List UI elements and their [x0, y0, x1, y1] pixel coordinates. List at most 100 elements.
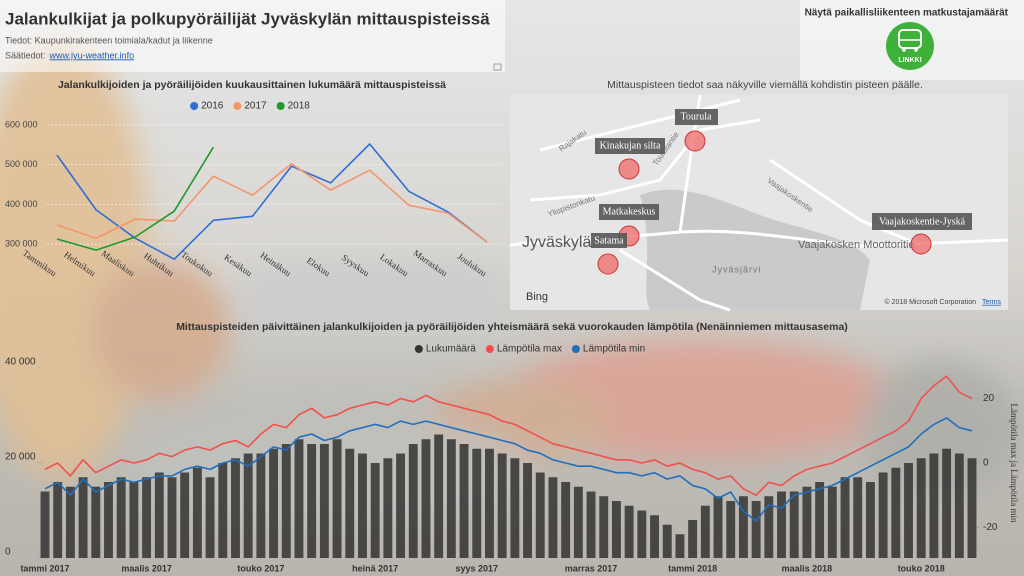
map-point[interactable]: [618, 158, 640, 180]
link-panel-title: Näytä paikallisliikenteen matkustajamäär…: [805, 8, 1009, 19]
bar: [611, 501, 621, 558]
bar: [954, 453, 964, 558]
x-tick-label: marras 2017: [565, 563, 618, 573]
legend: 2016 2017 2018: [190, 101, 310, 112]
bar: [281, 444, 291, 558]
map-point-label-bg: [872, 213, 972, 230]
map-point[interactable]: [684, 130, 706, 152]
bar: [256, 453, 266, 558]
y-tick-label: 0: [5, 547, 11, 558]
bar: [459, 444, 469, 558]
x-tick-label: maalis 2018: [782, 563, 833, 573]
x-tick-label: heinä 2017: [352, 563, 398, 573]
y-tick-label: 600 000: [5, 119, 38, 129]
focus-icon[interactable]: [493, 63, 502, 71]
legend-label: Lämpötila max: [497, 344, 562, 355]
bar: [904, 463, 913, 558]
map-point[interactable]: [597, 253, 619, 275]
bar: [116, 477, 126, 558]
bar: [840, 477, 850, 558]
y-tick-label: 300 000: [5, 239, 38, 249]
bar: [485, 448, 494, 558]
logo-wheel: [902, 48, 906, 52]
bar: [815, 482, 825, 558]
x-tick-label: tammi 2018: [668, 563, 717, 573]
bar: [586, 491, 596, 558]
map-point-label-bg: [591, 233, 627, 248]
legend: Lukumäärä Lämpötila max Lämpötila min: [414, 344, 645, 355]
bar: [142, 477, 152, 558]
legend-marker: [571, 345, 580, 353]
bar: [129, 482, 139, 558]
bar: [167, 477, 177, 558]
bar: [497, 453, 507, 558]
bar: [688, 520, 698, 558]
legend-label: 2016: [201, 101, 224, 112]
bar-series: [40, 434, 977, 558]
legend-marker: [190, 102, 199, 110]
link-panel: Näytä paikallisliikenteen matkustajamäär…: [800, 0, 1024, 80]
y2-tick-label: 0: [983, 458, 989, 469]
bar: [383, 458, 393, 558]
bar: [573, 486, 583, 558]
legend-marker: [276, 102, 285, 110]
bar: [421, 439, 431, 558]
bar: [65, 486, 75, 558]
bar: [929, 453, 939, 558]
map-point-label-bg: [675, 109, 718, 125]
linkki-logo[interactable]: LINKKI: [886, 22, 934, 70]
y2-axis-title: Lämpötila max ja Lämpötila min: [1009, 404, 1019, 523]
bar: [332, 439, 342, 558]
bar: [535, 472, 545, 558]
map-place: Jyväskylä: [522, 234, 591, 251]
bar: [434, 434, 444, 558]
bar: [446, 439, 456, 558]
legend-marker: [233, 102, 242, 110]
bar: [396, 453, 406, 558]
bar: [624, 505, 634, 558]
legend-label: 2017: [244, 101, 267, 112]
legend-label: 2018: [288, 101, 311, 112]
bar: [764, 496, 774, 558]
y2-tick-label: 20: [983, 393, 995, 404]
bar: [91, 486, 101, 558]
chart-title: Mittauspisteiden päivittäinen jalankulki…: [176, 321, 848, 333]
bar: [205, 477, 215, 558]
series-line: [44, 375, 973, 496]
map-point-label: Vaajakoskentie-Jyskä: [879, 216, 966, 227]
chart-title: Jalankulkijoiden ja pyöräilijöiden kuuka…: [58, 79, 446, 91]
series-line: [56, 146, 215, 251]
bar: [218, 463, 228, 558]
bar: [777, 491, 786, 558]
logo-wheel: [914, 48, 918, 52]
bar: [713, 496, 723, 558]
bar: [650, 515, 659, 558]
bar: [878, 472, 888, 558]
map-panel: Mittauspisteen tiedot saa näkyville viem…: [509, 79, 1009, 312]
map-place: Jyväsjärvi: [712, 264, 762, 274]
bar: [104, 482, 113, 558]
map-point-label-bg: [599, 204, 659, 220]
map-copyright: © 2018 Microsoft Corporation: [884, 298, 976, 306]
bar: [180, 472, 190, 558]
bar: [561, 482, 571, 558]
y-tick-label: 400 000: [5, 199, 38, 209]
bar: [891, 467, 901, 558]
weather-link[interactable]: www.jyu-weather.info: [49, 50, 135, 60]
bar: [307, 444, 317, 558]
map-terms[interactable]: Terms: [982, 299, 1002, 306]
bar: [40, 491, 50, 558]
bar: [269, 448, 279, 558]
legend-label: Lämpötila min: [583, 344, 645, 355]
header-panel: [0, 0, 505, 72]
bar: [548, 477, 558, 558]
map-point-label: Matkakeskus: [603, 206, 656, 217]
y-tick-label: 20 000: [5, 452, 36, 463]
page-title: Jalankulkijat ja polkupyöräilijät Jyväsk…: [5, 9, 490, 28]
bar: [78, 477, 88, 558]
bar: [154, 472, 164, 558]
legend-label: Lukumäärä: [426, 344, 476, 355]
map-point[interactable]: [910, 233, 932, 255]
bar: [675, 534, 685, 558]
